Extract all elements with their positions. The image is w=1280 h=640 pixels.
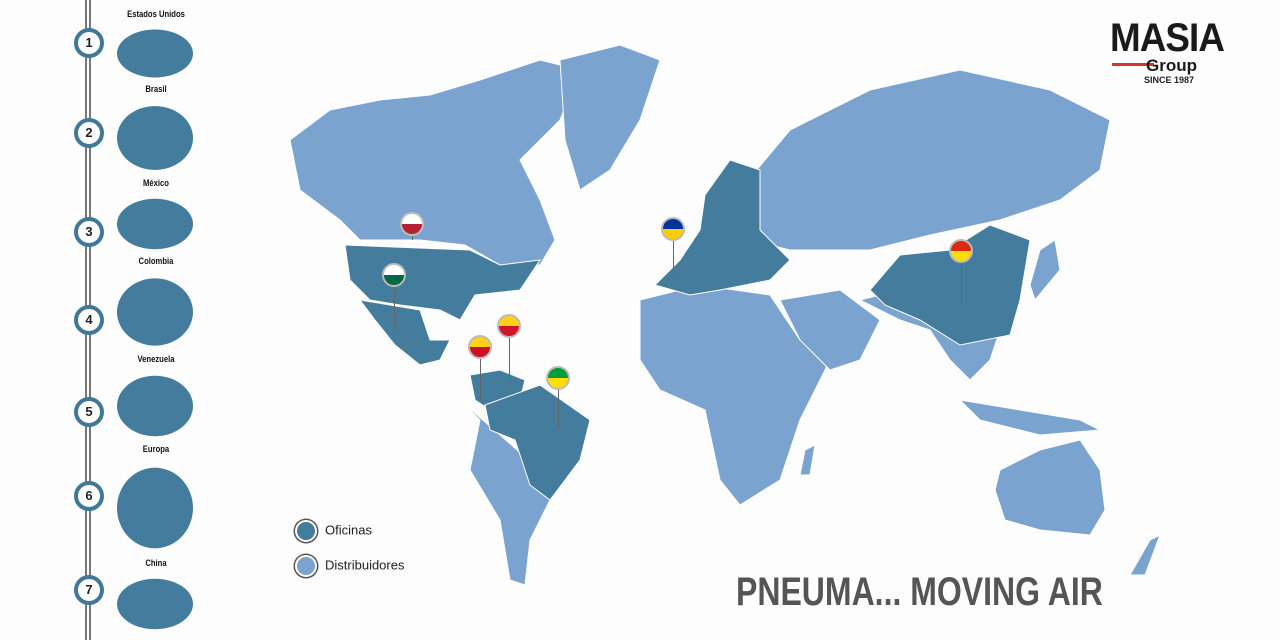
mexico — [358, 299, 451, 366]
step-number: 1 — [74, 28, 104, 58]
pin-stick — [412, 236, 413, 240]
mexico-flag-icon — [382, 263, 406, 287]
madagascar — [799, 444, 816, 476]
country-silhouette — [117, 467, 193, 549]
new-zealand — [1129, 533, 1161, 576]
pin-stick — [558, 390, 559, 430]
step-number: 4 — [74, 305, 104, 335]
step-number: 3 — [74, 217, 104, 247]
brazil-flag-icon — [546, 366, 570, 390]
logo-sub: Group — [1146, 56, 1197, 75]
africa — [639, 284, 831, 506]
country-label: Europa — [142, 444, 170, 454]
logo-name: MASIA — [1110, 16, 1225, 60]
country-silhouette — [117, 375, 193, 437]
colombia-flag-icon — [468, 335, 492, 359]
indonesia — [958, 399, 1102, 436]
masia-logo: MASIA Group SINCE 1987 — [1110, 16, 1245, 85]
country-label: Venezuela — [137, 354, 175, 364]
pin-stick — [509, 338, 510, 380]
europe — [654, 159, 791, 296]
china-flag-icon — [949, 239, 973, 263]
step-number: 7 — [74, 575, 104, 605]
china — [869, 224, 1031, 346]
legend-distributors: Distribuidores — [295, 555, 404, 577]
logo-since: SINCE 1987 — [1144, 75, 1195, 85]
country-silhouette — [117, 29, 193, 78]
country-silhouette — [117, 198, 193, 250]
pin-stick — [961, 263, 962, 305]
step-number: 6 — [74, 481, 104, 511]
logo-red-bar — [1112, 63, 1154, 66]
pin-stick — [394, 287, 395, 330]
country-label: China — [145, 558, 167, 568]
distributors-swatch — [295, 555, 317, 577]
eu-flag-icon — [661, 217, 685, 241]
country-silhouette — [117, 106, 193, 170]
country-label: Estados Unidos — [127, 9, 185, 19]
venezuela-flag-icon — [497, 314, 521, 338]
australia — [994, 439, 1106, 536]
country-label: Brasil — [145, 84, 167, 94]
pin-stick — [673, 241, 674, 275]
brazil — [484, 384, 591, 501]
country-silhouette — [117, 578, 193, 630]
russia — [739, 69, 1111, 251]
offices-swatch — [295, 520, 317, 542]
canada — [289, 59, 581, 266]
japan — [1029, 239, 1061, 302]
tagline: PNEUMA... MOVING AIR — [736, 570, 1103, 614]
legend-distributors-label: Distribuidores — [325, 557, 405, 573]
step-number: 5 — [74, 397, 104, 427]
country-label: México — [143, 178, 169, 188]
country-label: Colombia — [138, 256, 174, 266]
middle-east — [779, 289, 881, 371]
legend-offices: Oficinas — [295, 520, 372, 542]
legend-offices-label: Oficinas — [325, 522, 372, 538]
step-number: 2 — [74, 118, 104, 148]
country-silhouette — [117, 278, 193, 346]
greenland — [559, 44, 661, 191]
pin-stick — [480, 359, 481, 400]
usa-flag-icon — [400, 212, 424, 236]
